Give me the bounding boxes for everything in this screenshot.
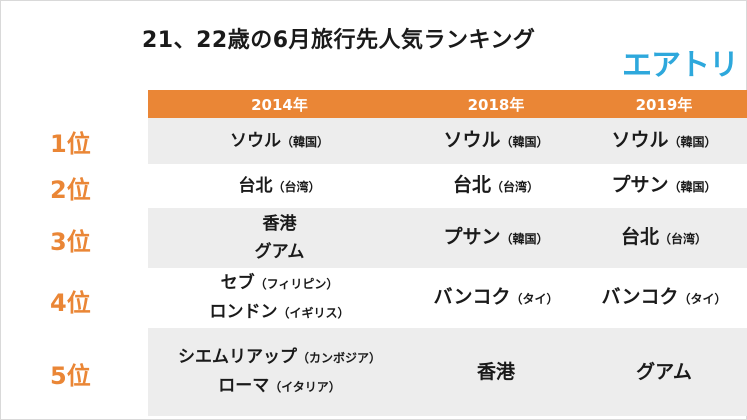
destination: セブ（フィリピン）: [220, 273, 339, 293]
destination: ソウル（韓国）: [443, 129, 549, 151]
cell-2014: 香港 グアム: [148, 208, 411, 268]
cell-2018: ソウル（韓国）: [411, 118, 581, 164]
destination: バンコク（タイ）: [433, 286, 559, 308]
rank-label-1: 1位: [50, 130, 91, 158]
destination: 台北（台湾）: [238, 175, 321, 196]
cell-2019: プサン（韓国）: [581, 164, 747, 208]
destination: ローマ（イタリア）: [218, 376, 341, 396]
destination: 香港: [262, 214, 297, 234]
destination: ソウル（韓国）: [229, 130, 329, 151]
table-row-5: シエムリアップ（カンボジア） ローマ（イタリア） 香港 グアム: [148, 328, 747, 416]
ranking-table: 2014年 2018年 2019年 ソウル（韓国） ソウル（韓国） ソウル（韓国…: [148, 90, 747, 416]
table-row-1: ソウル（韓国） ソウル（韓国） ソウル（韓国）: [148, 118, 747, 164]
rank-label-3: 3位: [50, 228, 91, 256]
cell-2014: シエムリアップ（カンボジア） ローマ（イタリア）: [148, 328, 411, 416]
rank-label-5: 5位: [50, 362, 91, 390]
table-header: 2014年 2018年 2019年: [148, 90, 747, 118]
cell-2018: バンコク（タイ）: [411, 268, 581, 328]
cell-2019: ソウル（韓国）: [581, 118, 747, 164]
destination: ソウル（韓国）: [611, 129, 717, 151]
page-title: 21、22歳の6月旅行先人気ランキング: [142, 28, 536, 53]
destination: プサン（韓国）: [443, 226, 549, 248]
cell-2019: バンコク（タイ）: [581, 268, 747, 328]
header-2018: 2018年: [467, 95, 525, 114]
table-row-3: 香港 グアム プサン（韓国） 台北（台湾）: [148, 208, 747, 268]
destination: ロンドン（イギリス）: [209, 302, 350, 322]
cell-2019: 台北（台湾）: [581, 208, 747, 268]
airtrip-logo: エアトリ: [622, 48, 739, 83]
cell-2018: 台北（台湾）: [411, 164, 581, 208]
table-row-2: 台北（台湾） 台北（台湾） プサン（韓国）: [148, 164, 747, 208]
cell-2014: セブ（フィリピン） ロンドン（イギリス）: [148, 268, 411, 328]
cell-2018: プサン（韓国）: [411, 208, 581, 268]
header-2014: 2014年: [251, 95, 308, 114]
cell-2018: 香港: [411, 328, 581, 416]
destination: 台北（台湾）: [452, 174, 540, 196]
header-2019: 2019年: [635, 95, 693, 114]
destination: グアム: [254, 242, 305, 262]
table-row-4: セブ（フィリピン） ロンドン（イギリス） バンコク（タイ） バンコク（タイ）: [148, 268, 747, 328]
destination: シエムリアップ（カンボジア）: [177, 347, 381, 367]
destination: プサン（韓国）: [611, 174, 717, 196]
rank-label-2: 2位: [50, 176, 91, 204]
cell-2014: 台北（台湾）: [148, 164, 411, 208]
rank-label-4: 4位: [50, 289, 91, 317]
destination: 台北（台湾）: [620, 226, 708, 248]
destination: 香港: [476, 360, 515, 383]
cell-2014: ソウル（韓国）: [148, 118, 411, 164]
destination: バンコク（タイ）: [601, 286, 727, 308]
cell-2019: グアム: [581, 328, 747, 416]
destination: グアム: [636, 360, 692, 383]
